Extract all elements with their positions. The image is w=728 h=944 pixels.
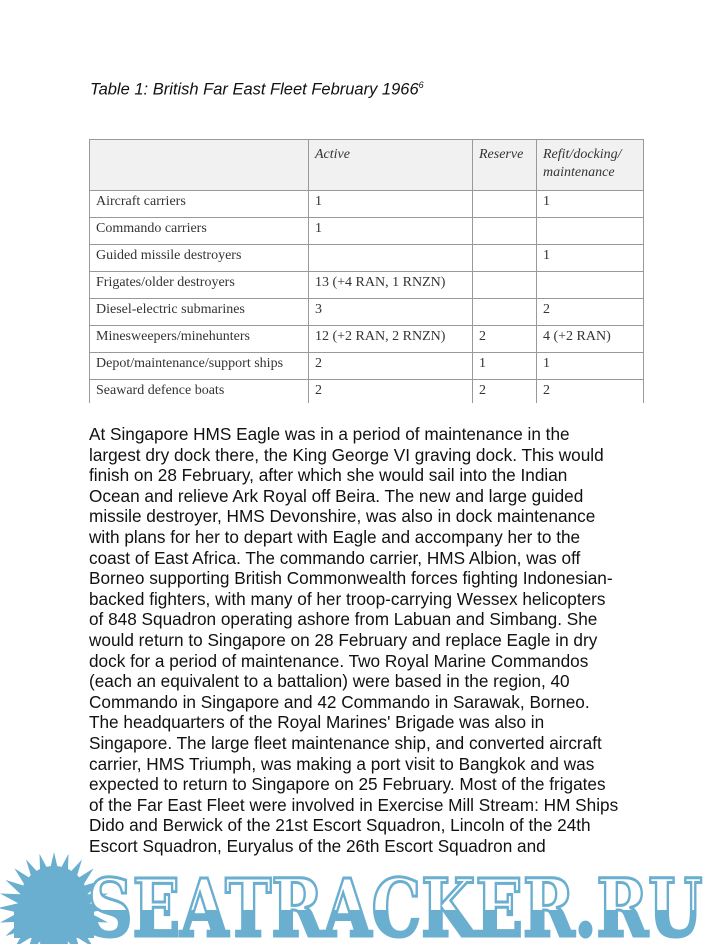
header-cell: Active: [308, 139, 473, 191]
body-line: Commando in Singapore and 42 Commando in…: [89, 691, 590, 712]
table-cell: [536, 271, 644, 299]
body-line: would return to Singapore on 28 February…: [89, 629, 598, 650]
table-row: Frigates/older destroyers 13 (+4 RAN, 1 R…: [89, 271, 644, 299]
table-cell: [536, 217, 644, 245]
table-cell: 2: [472, 325, 537, 353]
table-cell: Seaward defence boats: [89, 379, 309, 403]
table-cell: Minesweepers/minehunters: [89, 325, 309, 353]
table-cell: Depot/maintenance/support ships: [89, 352, 309, 380]
table-cell: [472, 217, 537, 245]
table-cell: 1: [536, 352, 644, 380]
table-cell: 12 (+2 RAN, 2 RNZN): [308, 325, 473, 353]
body-line: backed fighters, with many of her troop-…: [89, 588, 606, 609]
body-line: coast of East Africa. The commando carri…: [89, 547, 581, 568]
table-cell: 4 (+2 RAN): [536, 325, 644, 353]
table-row: Minesweepers/minehunters 12 (+2 RAN, 2 RN…: [89, 325, 644, 353]
table-cell: 1: [308, 217, 473, 245]
table-cell: [472, 190, 537, 218]
body-line: carrier, HMS Triumph, was making a port …: [89, 753, 595, 774]
table-cell: [472, 271, 537, 299]
header-cell: Reserve: [472, 139, 537, 191]
body-line: missile destroyer, HMS Devonshire, was a…: [89, 506, 596, 527]
table-row: Aircraft carriers 1 1: [89, 190, 644, 218]
table-cell: 1: [536, 244, 644, 272]
body-line: largest dry dock there, the King George …: [89, 444, 604, 465]
table-header-row: Active Reserve Refit/docking/ maintenanc…: [89, 139, 644, 191]
caption-text: Table 1: British Far East Fleet February…: [90, 80, 419, 99]
table-cell: 2: [308, 352, 473, 380]
body-line: dock for a period of maintenance. Two Ro…: [89, 650, 589, 671]
table-cell: 1: [472, 352, 537, 380]
table-row: Guided missile destroyers 1: [89, 244, 644, 272]
watermark-text: SEATRACKER.RU: [88, 861, 703, 944]
table-cell: 1: [308, 190, 473, 218]
body-line: Singapore. The large fleet maintenance s…: [89, 732, 602, 753]
table-cell: Aircraft carriers: [89, 190, 309, 218]
body-line: of the Far East Fleet were involved in E…: [89, 794, 619, 815]
header-cell: Refit/docking/ maintenance: [536, 139, 644, 191]
fleet-table: Active Reserve Refit/docking/ maintenanc…: [89, 139, 644, 403]
table-cell: Commando carriers: [89, 217, 309, 245]
body-line: of 848 Squadron operating ashore from La…: [89, 609, 598, 630]
body-line: expected to return to Singapore on 25 Fe…: [89, 774, 606, 795]
body-line: with plans for her to depart with Eagle …: [89, 526, 581, 547]
body-line: finish on 28 February, after which she w…: [89, 465, 568, 486]
seatracker-watermark: SEATRACKER.RU: [0, 852, 704, 944]
table-cell: 2: [536, 298, 644, 326]
body-line: Dido and Berwick of the 21st Escort Squa…: [89, 815, 591, 836]
table-cell: [308, 244, 473, 272]
table-row: Seaward defence boats 2 2 2: [89, 379, 644, 403]
table-row: Depot/maintenance/support ships 2 1 1: [89, 352, 644, 380]
table-caption: Table 1: British Far East Fleet February…: [90, 80, 424, 100]
body-line: Escort Squadron, Euryalus of the 26th Es…: [89, 835, 546, 856]
table-cell: 1: [536, 190, 644, 218]
table-cell: 3: [308, 298, 473, 326]
table-cell: 13 (+4 RAN, 1 RNZN): [308, 271, 473, 299]
body-line: Borneo supporting British Commonwealth f…: [89, 568, 613, 589]
table-cell: Diesel-electric submarines: [89, 298, 309, 326]
table-cell: [472, 244, 537, 272]
table-cell: 2: [308, 379, 473, 403]
table-cell: Guided missile destroyers: [89, 244, 309, 272]
body-line: The headquarters of the Royal Marines' B…: [89, 712, 545, 733]
body-line: Ocean and relieve Ark Royal off Beira. T…: [89, 485, 584, 506]
table-cell: 2: [536, 379, 644, 403]
sun-icon: [0, 852, 110, 944]
body-line: (each an equivalent to a battalion) were…: [89, 671, 570, 692]
body-paragraph: At Singapore HMS Eagle was in a period o…: [89, 424, 728, 856]
body-line: At Singapore HMS Eagle was in a period o…: [89, 424, 570, 444]
table-cell: 2: [472, 379, 537, 403]
table-row: Commando carriers 1: [89, 217, 644, 245]
table-cell: [472, 298, 537, 326]
footnote-ref[interactable]: 6: [418, 80, 424, 90]
header-cell: [89, 139, 309, 191]
table-cell: Frigates/older destroyers: [89, 271, 309, 299]
table-row: Diesel-electric submarines 3 2: [89, 298, 644, 326]
